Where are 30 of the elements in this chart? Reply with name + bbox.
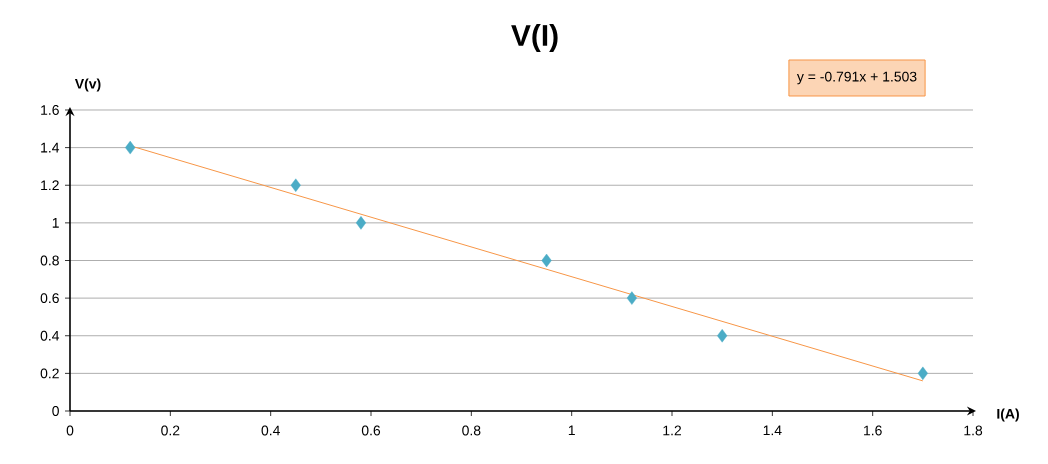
point xyxy=(626,291,637,305)
point xyxy=(541,253,552,268)
y-tick-label: 0.4 xyxy=(40,330,60,341)
text: y = -0.791x + 1.503 xyxy=(796,71,917,85)
y-tick-label: 1.6 xyxy=(41,105,59,115)
x-tick-label: 1.2 xyxy=(663,425,682,436)
x-tick-label: 0 xyxy=(66,425,74,436)
x-tick-label: 1.6 xyxy=(864,425,882,436)
x-tick-label: 1.8 xyxy=(964,425,983,436)
y-tick-label: 0.8 xyxy=(40,255,59,266)
point xyxy=(290,178,301,192)
x-axis-title: I(A) xyxy=(997,408,1019,422)
point xyxy=(717,329,728,343)
chart-title: V(I) xyxy=(511,24,558,52)
x-tick-label: 1 xyxy=(568,425,575,436)
x-tick-label: 0.4 xyxy=(261,425,280,436)
y-axis-title: V(v) xyxy=(74,78,101,92)
point xyxy=(125,140,136,155)
y-tick-label: 1 xyxy=(52,218,59,228)
x-tick-label: 0.6 xyxy=(361,425,381,436)
y-tick-label: 1.2 xyxy=(41,180,59,191)
point xyxy=(355,216,367,230)
x-tick-label: 1.4 xyxy=(763,425,782,436)
x-tick-label: 0.8 xyxy=(462,425,481,436)
x-tick-label: 0.2 xyxy=(161,425,180,436)
y-tick-label: 0.6 xyxy=(40,293,59,304)
y-tick-label: 0.2 xyxy=(40,368,59,379)
y-tick-label: 0 xyxy=(52,406,59,416)
point xyxy=(917,366,928,381)
y-tick-label: 1.4 xyxy=(41,142,60,153)
